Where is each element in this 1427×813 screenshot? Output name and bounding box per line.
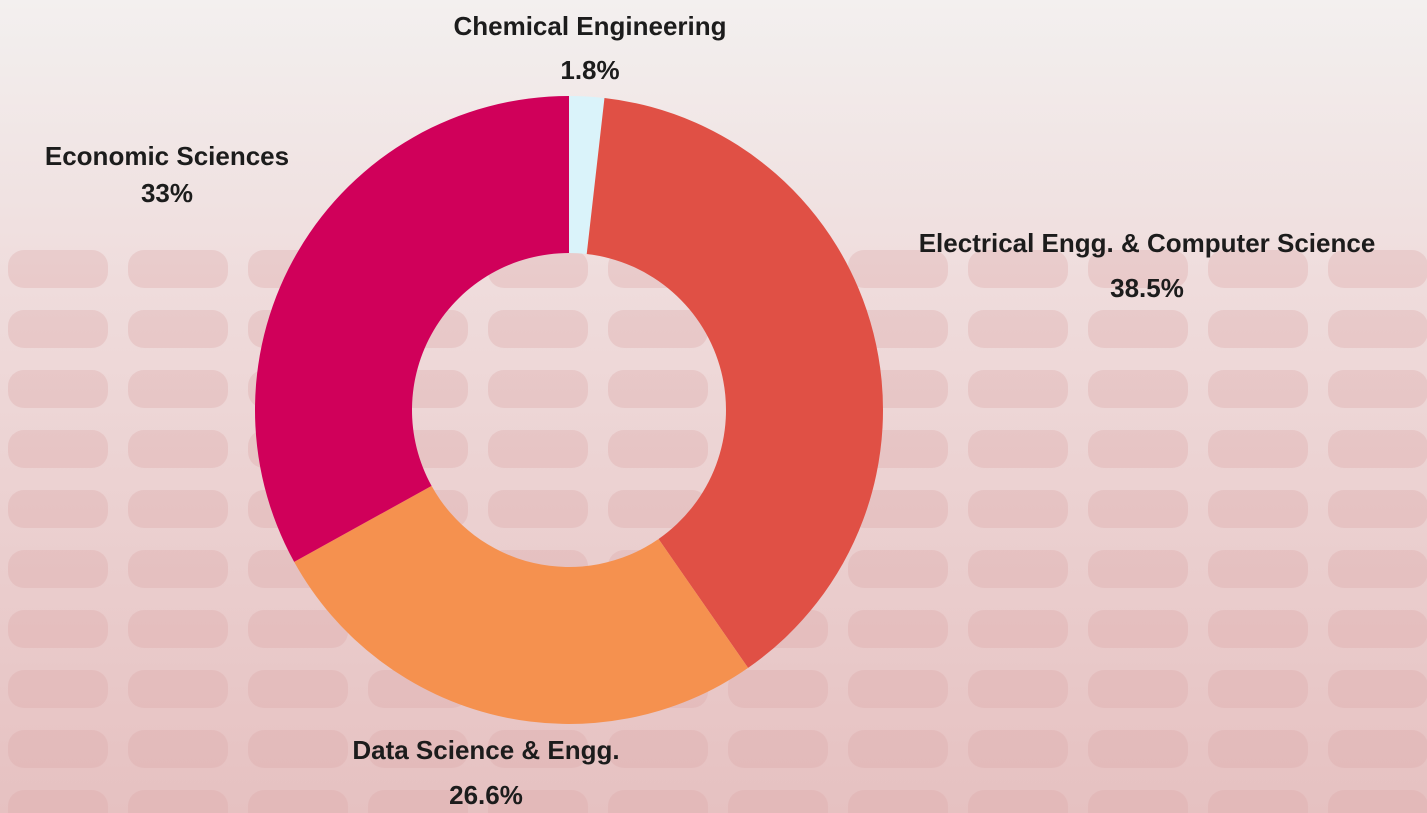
slice-label: Economic Sciences xyxy=(45,141,289,171)
value-label: 33% xyxy=(141,178,193,208)
slice-label: Chemical Engineering xyxy=(453,11,726,41)
chart: Chemical Engineering 1.8% Electrical Engg.… xyxy=(0,0,1427,813)
slice-label: Electrical Engg. & Computer Science xyxy=(919,228,1376,258)
value-label: 38.5% xyxy=(1110,273,1184,303)
value-label: 1.8% xyxy=(560,55,619,85)
slice-label: Data Science & Engg. xyxy=(352,735,619,765)
value-label: 26.6% xyxy=(449,780,523,810)
